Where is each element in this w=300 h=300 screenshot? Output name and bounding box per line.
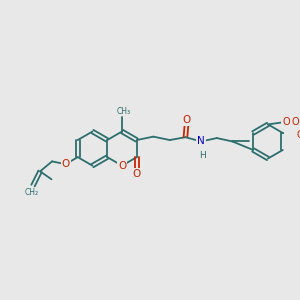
Text: H: H — [199, 151, 206, 160]
Text: N: N — [197, 136, 205, 146]
Text: O: O — [133, 169, 141, 179]
Text: O: O — [292, 117, 299, 127]
Text: O: O — [282, 117, 290, 127]
Text: O: O — [296, 130, 300, 140]
Text: CH₃: CH₃ — [116, 106, 130, 116]
Text: CH₂: CH₂ — [25, 188, 39, 197]
Text: O: O — [61, 159, 70, 169]
Text: O: O — [118, 160, 126, 171]
Text: O: O — [183, 115, 191, 125]
